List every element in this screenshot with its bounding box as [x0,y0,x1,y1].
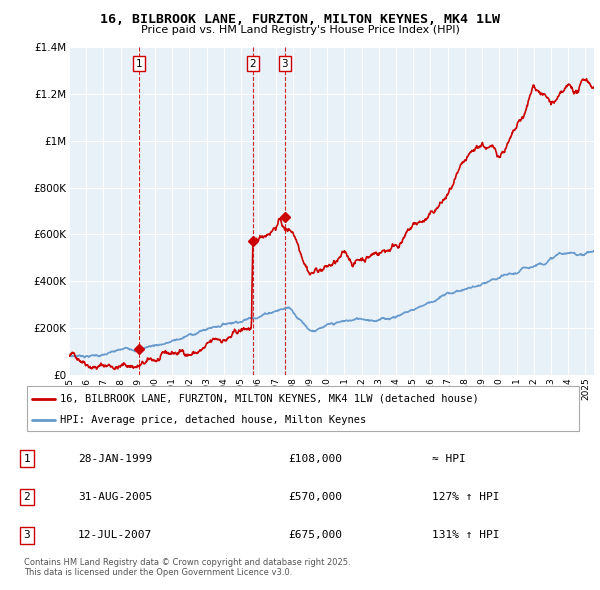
Text: £570,000: £570,000 [288,492,342,502]
Text: 2: 2 [250,58,256,68]
FancyBboxPatch shape [27,386,579,431]
Text: £675,000: £675,000 [288,530,342,540]
Text: 12-JUL-2007: 12-JUL-2007 [78,530,152,540]
Text: HPI: Average price, detached house, Milton Keynes: HPI: Average price, detached house, Milt… [60,415,367,425]
Text: 131% ↑ HPI: 131% ↑ HPI [432,530,499,540]
Text: Contains HM Land Registry data © Crown copyright and database right 2025.
This d: Contains HM Land Registry data © Crown c… [24,558,350,577]
Text: 16, BILBROOK LANE, FURZTON, MILTON KEYNES, MK4 1LW: 16, BILBROOK LANE, FURZTON, MILTON KEYNE… [100,13,500,26]
Text: 2: 2 [23,492,31,502]
Text: 3: 3 [23,530,31,540]
Text: ≈ HPI: ≈ HPI [432,454,466,464]
Text: 16, BILBROOK LANE, FURZTON, MILTON KEYNES, MK4 1LW (detached house): 16, BILBROOK LANE, FURZTON, MILTON KEYNE… [60,394,479,404]
Text: 1: 1 [136,58,143,68]
Text: £108,000: £108,000 [288,454,342,464]
Text: Price paid vs. HM Land Registry's House Price Index (HPI): Price paid vs. HM Land Registry's House … [140,25,460,35]
Text: 3: 3 [281,58,288,68]
Text: 31-AUG-2005: 31-AUG-2005 [78,492,152,502]
Text: 28-JAN-1999: 28-JAN-1999 [78,454,152,464]
Text: 127% ↑ HPI: 127% ↑ HPI [432,492,499,502]
Text: 1: 1 [23,454,31,464]
